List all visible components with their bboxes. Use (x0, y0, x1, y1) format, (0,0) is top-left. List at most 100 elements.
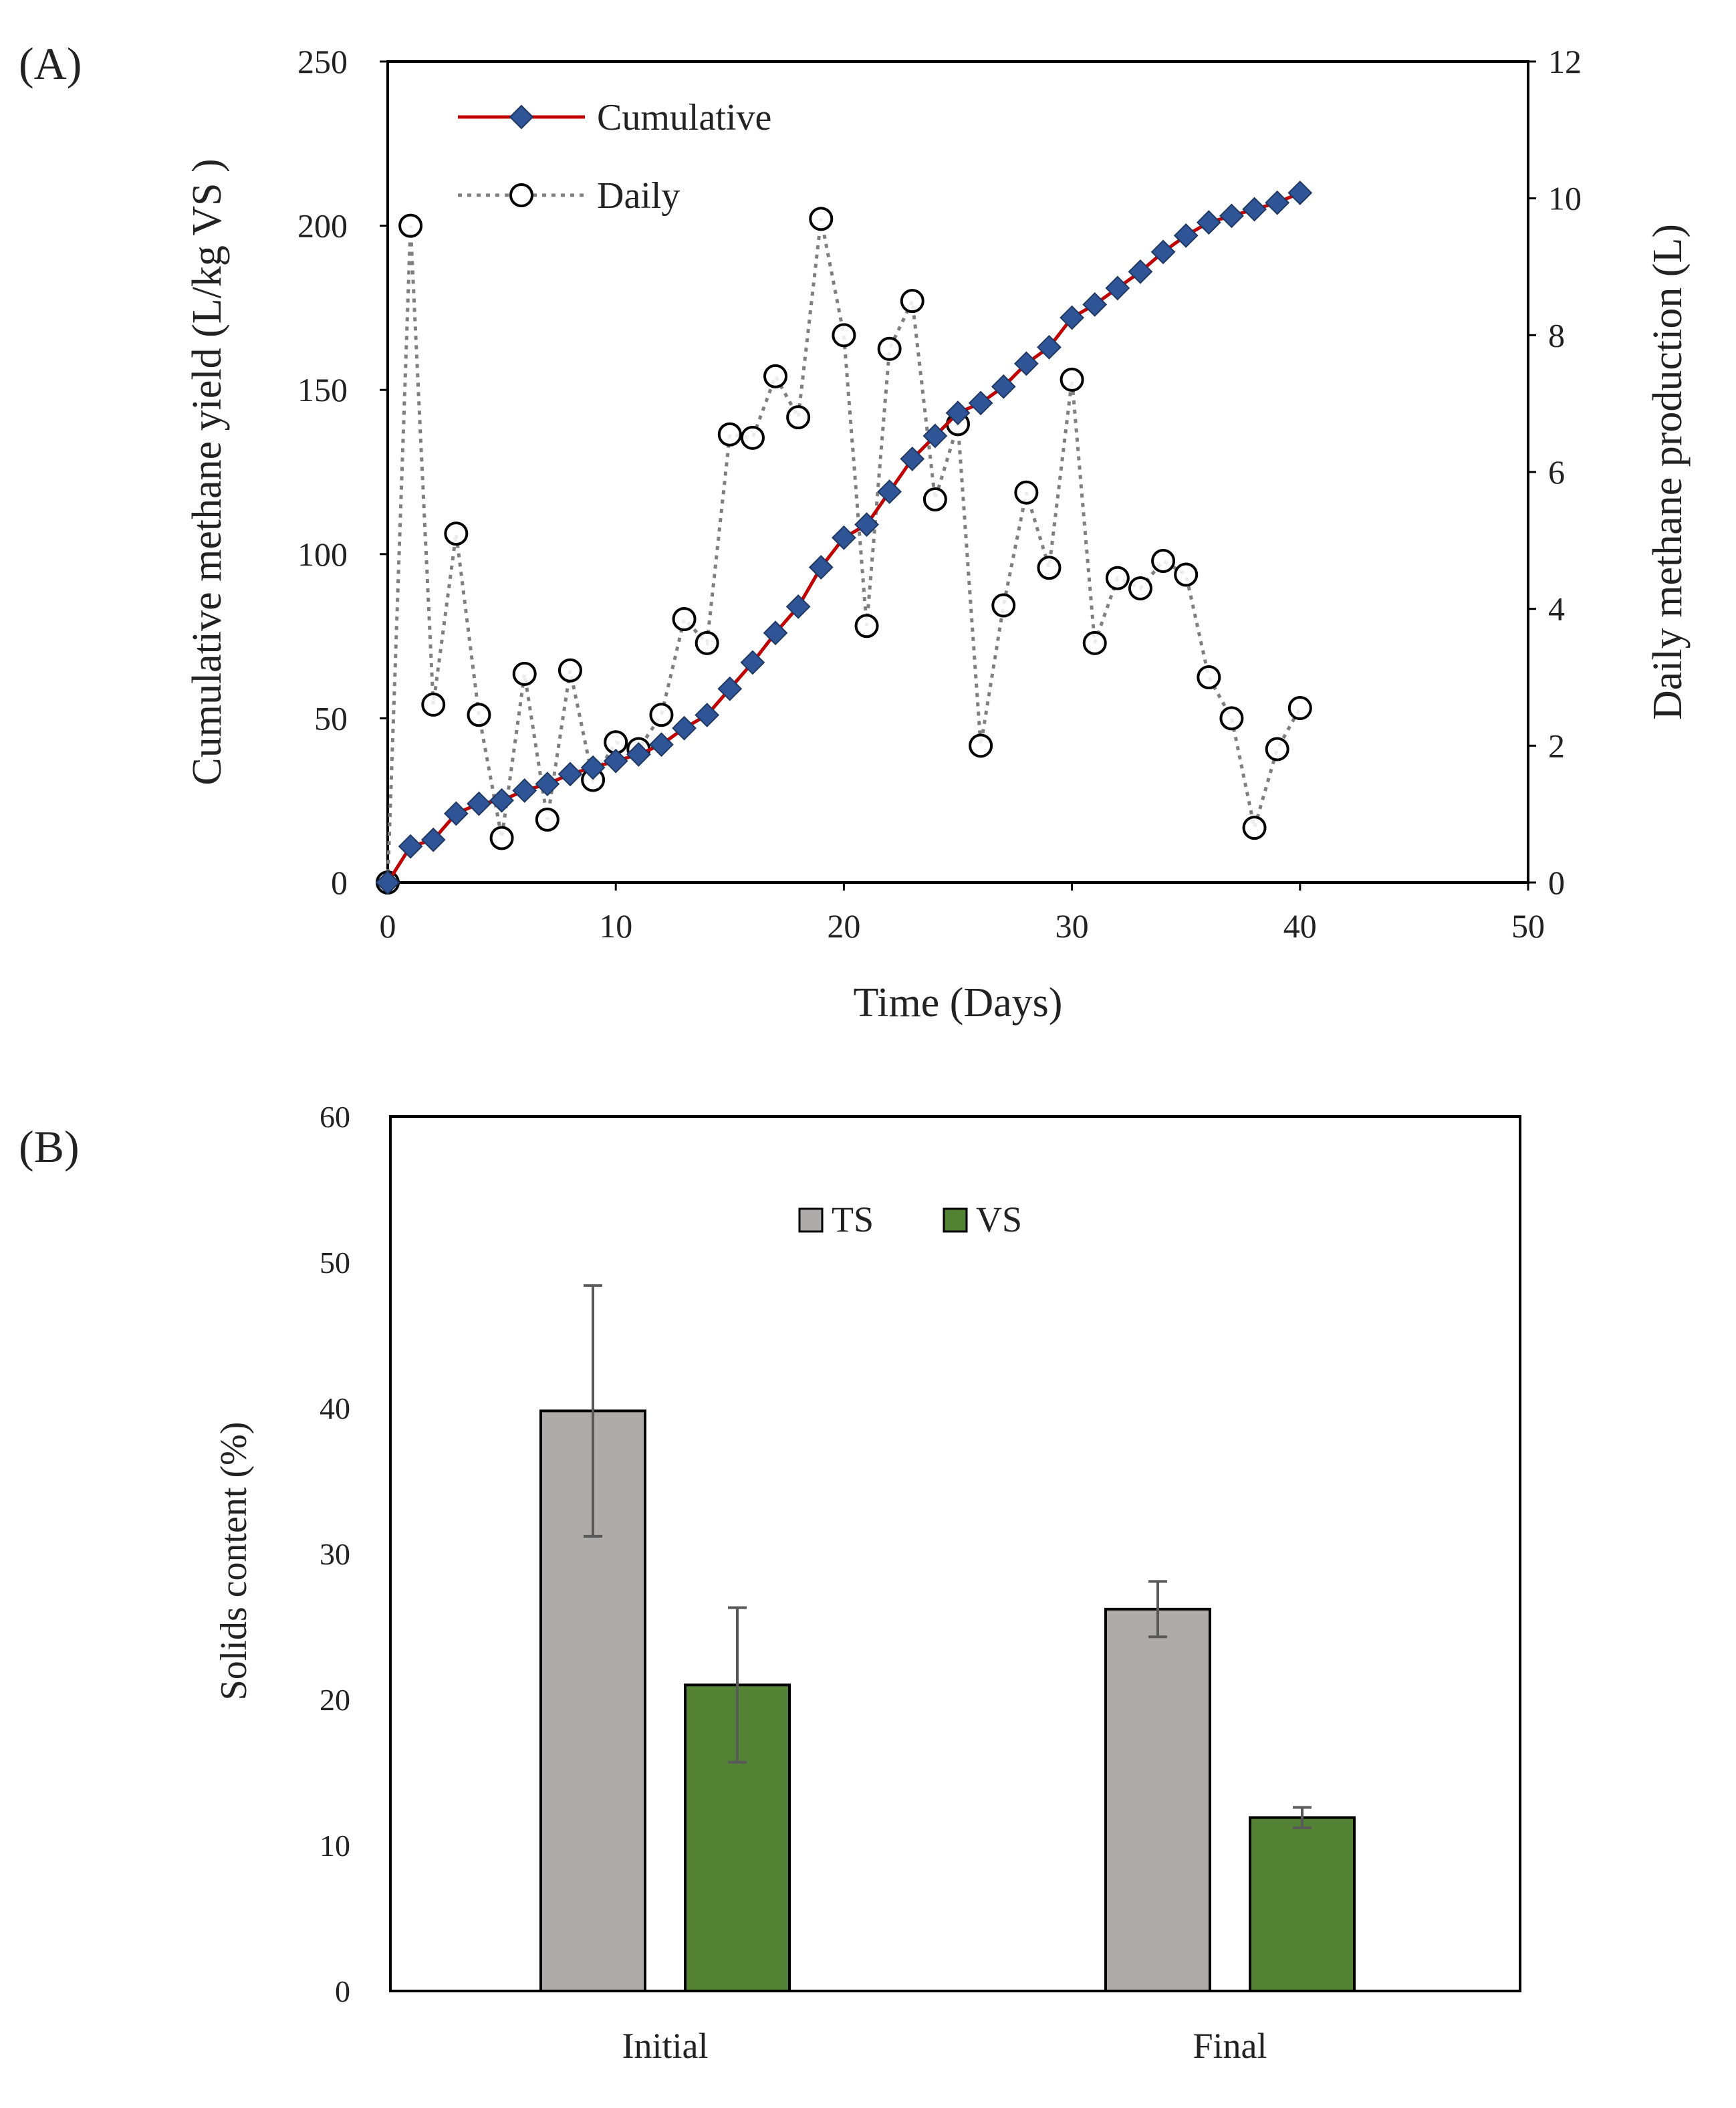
x-tick-label: 10 (599, 907, 632, 945)
daily-point (1037, 556, 1062, 580)
daily-point (1151, 549, 1176, 574)
daily-point (1265, 737, 1289, 762)
daily-point (444, 521, 469, 546)
panel-a-x-ticks: 0 10 20 30 40 50 (380, 883, 1545, 945)
cumulative-point (1196, 210, 1221, 235)
x-tick-label: 50 (1511, 907, 1545, 945)
daily-point (557, 658, 582, 683)
cumulative-point (763, 620, 788, 646)
cumulative-point (1082, 292, 1108, 317)
daily-point (1128, 576, 1152, 600)
y-tick-label: 50 (314, 699, 348, 737)
cumulative-point (717, 676, 743, 701)
legend-cumulative: Cumulative (458, 97, 771, 138)
y-tick-label: 50 (320, 1246, 350, 1280)
legend-vs-swatch (943, 1207, 968, 1233)
y2-tick-label: 2 (1548, 727, 1565, 764)
cumulative-point (968, 390, 993, 416)
x-tick-label: 40 (1283, 907, 1317, 945)
daily-point (535, 807, 560, 832)
panel-b-y-ticks: 0 10 20 30 40 50 60 (320, 1100, 350, 2008)
cumulative-point (1219, 203, 1244, 229)
cumulative-point (922, 423, 948, 449)
cumulative-point (832, 525, 856, 550)
daily-point (969, 733, 993, 758)
panel-b-category-labels: Initial Final (622, 2026, 1267, 2066)
category-label: Initial (622, 2026, 709, 2066)
daily-point (1105, 566, 1130, 590)
daily-point (832, 323, 856, 348)
cumulative-point (603, 748, 628, 774)
y2-tick-label: 8 (1548, 316, 1565, 354)
daily-point (991, 593, 1016, 618)
cumulative-point (1105, 275, 1130, 301)
panel-a-y2-axis-title: Daily methane production (L) (1645, 224, 1691, 720)
panel-a-x-axis-title: Time (Days) (854, 980, 1063, 1026)
panel-b-y-axis-title: Solids content (%) (213, 1422, 255, 1701)
legend-cumulative-label: Cumulative (597, 97, 771, 138)
legend-daily: Daily (458, 175, 680, 217)
daily-point (922, 487, 947, 511)
cumulative-point (1128, 259, 1153, 284)
cumulative-series (375, 181, 1313, 895)
cumulative-point (512, 778, 537, 803)
cumulative-point (420, 827, 446, 852)
cumulative-point (443, 801, 469, 826)
daily-point (421, 692, 446, 717)
y-tick-label: 20 (320, 1683, 350, 1717)
cumulative-point (1150, 239, 1176, 265)
cumulative-point (489, 788, 514, 813)
cumulative-point (1013, 351, 1039, 376)
cumulative-point (1265, 190, 1290, 215)
y-tick-label: 10 (320, 1829, 350, 1863)
cumulative-point (375, 870, 400, 895)
cumulative-point (695, 703, 720, 727)
legend-ts-label: TS (832, 1199, 874, 1240)
daily-point (900, 289, 924, 314)
cumulative-point (467, 791, 491, 816)
daily-point (398, 213, 423, 238)
y-tick-label: 40 (320, 1391, 350, 1425)
daily-point (512, 661, 537, 686)
cumulative-point (535, 772, 560, 797)
daily-point (717, 422, 742, 447)
y-tick-label: 0 (331, 864, 348, 901)
y-tick-label: 200 (297, 207, 348, 245)
x-tick-label: 30 (1056, 907, 1089, 945)
legend-cumulative-marker (509, 104, 534, 130)
cumulative-point (557, 762, 583, 787)
daily-point (1082, 630, 1107, 655)
y2-tick-label: 10 (1548, 180, 1582, 217)
daily-point (1242, 816, 1267, 840)
daily-point (809, 207, 834, 231)
cumulative-point (945, 400, 971, 425)
cumulative-point (1173, 223, 1199, 248)
cumulative-point (740, 650, 765, 675)
legend-daily-marker (509, 183, 533, 207)
daily-point (467, 703, 491, 727)
cumulative-point (808, 555, 834, 580)
y-tick-label: 30 (320, 1537, 350, 1571)
y-tick-label: 0 (335, 1974, 350, 2008)
daily-point (1287, 696, 1312, 721)
daily-point (740, 425, 765, 450)
cumulative-point (672, 715, 697, 741)
daily-point (489, 826, 514, 850)
panel-a-y-ticks: 0 50 100 150 200 250 (297, 43, 388, 901)
daily-point (877, 336, 902, 361)
panel-b-plot-frame (389, 1115, 1521, 1992)
panel-b-chart: (B) 0 10 20 30 40 50 60 Initial Final Solids co… (19, 1100, 1521, 2066)
bar-vs (1249, 1816, 1356, 1993)
daily-point (1174, 562, 1199, 587)
y-tick-label: 150 (297, 371, 348, 408)
cumulative-point (1287, 181, 1313, 205)
daily-point (649, 703, 674, 727)
y2-tick-label: 4 (1548, 590, 1565, 628)
y2-tick-label: 6 (1548, 453, 1565, 491)
daily-point (1219, 706, 1244, 731)
y2-tick-label: 0 (1548, 864, 1565, 901)
cumulative-point (398, 834, 423, 859)
daily-point (854, 614, 879, 638)
